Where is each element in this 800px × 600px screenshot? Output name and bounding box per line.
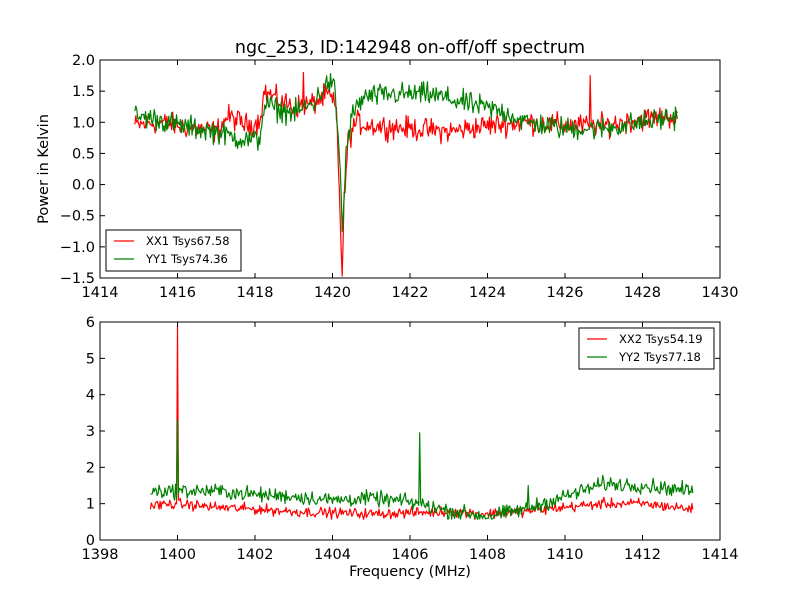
y-tick-label: 6: [86, 315, 95, 331]
bottom-subplot: 1398 1400 1402 1404 1406 1408 1410 1412 1414 0 1 2…: [82, 315, 739, 580]
top-y-axis-label: Power in Kelvin: [36, 114, 52, 224]
top-subplot: ngc_253, ID:142948 on-off/off spectrum 1…: [36, 38, 738, 301]
y-tick-label: 4: [86, 388, 95, 404]
bottom-plot-lines: [149, 325, 694, 521]
x-tick-label: 1406: [392, 547, 429, 563]
top-y-ticks: −1.5 −1.0 −0.5 0.0 0.5 1.0 1.5 2.0: [60, 53, 720, 287]
x-tick-label: 1412: [624, 547, 661, 563]
legend-label-xx1: XX1 Tsys67.58: [146, 234, 230, 248]
bottom-x-ticks: 1398 1400 1402 1404 1406 1408 1410 1412 1414: [82, 322, 739, 563]
bottom-legend: XX2 Tsys54.19 YY2 Tsys77.18: [578, 327, 715, 370]
y-tick-label: 2: [86, 460, 95, 476]
legend-label-yy1: YY1 Tsys74.36: [145, 252, 228, 266]
x-tick-label: 1404: [314, 547, 351, 563]
top-x-ticks: 1414 1416 1418 1420 1422 1424 1426 1428 1430: [82, 60, 739, 301]
legend-label-xx2: XX2 Tsys54.19: [619, 332, 703, 346]
x-tick-label: 1398: [82, 547, 119, 563]
legend-label-yy2: YY2 Tsys77.18: [618, 350, 701, 364]
x-tick-label: 1400: [159, 547, 196, 563]
x-tick-label: 1408: [469, 547, 506, 563]
x-tick-label: 1424: [469, 285, 506, 301]
series-line-yy1: [134, 72, 678, 233]
y-tick-label: −0.5: [60, 209, 95, 225]
x-axis-label: Frequency (MHz): [349, 564, 471, 580]
x-tick-label: 1430: [702, 285, 739, 301]
y-tick-label: 1.5: [72, 84, 95, 100]
bottom-legend-box: [578, 327, 715, 370]
y-tick-label: −1.0: [60, 240, 95, 256]
x-tick-label: 1414: [702, 547, 739, 563]
x-tick-label: 1420: [314, 285, 351, 301]
x-tick-label: 1428: [624, 285, 661, 301]
y-tick-label: 2.0: [72, 53, 95, 69]
x-tick-label: 1414: [82, 285, 119, 301]
y-tick-label: 0.5: [72, 146, 95, 162]
series-line-yy2: [150, 419, 694, 521]
top-legend-box: [105, 229, 242, 272]
x-tick-label: 1418: [237, 285, 274, 301]
chart-title: ngc_253, ID:142948 on-off/off spectrum: [235, 38, 585, 58]
bottom-y-ticks: 0 1 2 3 4 5 6: [86, 315, 720, 549]
x-tick-label: 1422: [392, 285, 429, 301]
y-tick-label: 1: [86, 497, 95, 513]
y-tick-label: −1.5: [60, 271, 95, 287]
x-tick-label: 1416: [159, 285, 196, 301]
y-tick-label: 5: [86, 351, 95, 367]
top-plot-lines: [134, 71, 678, 277]
x-tick-label: 1426: [547, 285, 584, 301]
y-tick-label: 1.0: [72, 115, 95, 131]
y-tick-label: 0: [86, 533, 95, 549]
x-tick-label: 1402: [237, 547, 274, 563]
x-tick-label: 1410: [547, 547, 584, 563]
y-tick-label: 3: [86, 424, 95, 440]
series-line-xx2: [149, 325, 694, 521]
top-legend: XX1 Tsys67.58 YY1 Tsys74.36: [105, 229, 242, 272]
y-tick-label: 0.0: [72, 178, 95, 194]
series-line-xx1: [134, 71, 678, 277]
